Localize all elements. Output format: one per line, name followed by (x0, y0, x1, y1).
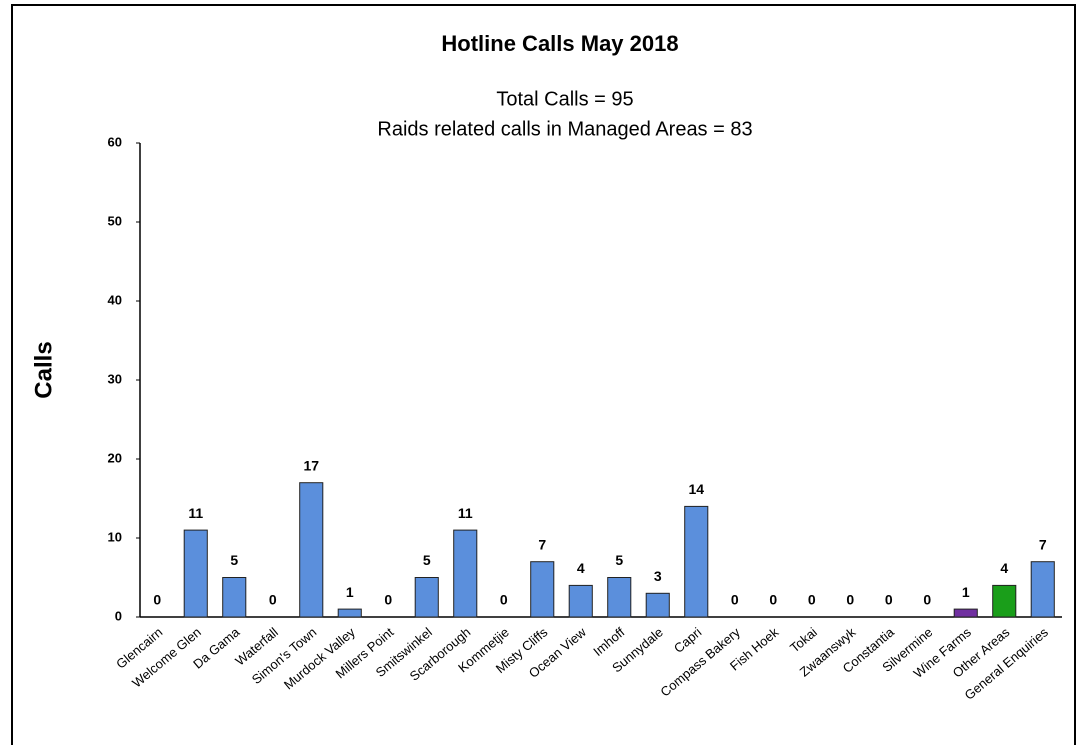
x-tick-label: Capri (671, 624, 705, 656)
bar (222, 577, 247, 618)
bar (1030, 561, 1055, 618)
data-label: 4 (577, 560, 585, 576)
data-label: 0 (269, 592, 277, 608)
bar (299, 482, 324, 618)
x-tick-label: Tokai (787, 624, 820, 655)
y-tick-label: 40 (108, 292, 122, 307)
bar (992, 584, 1017, 618)
data-label: 17 (303, 457, 319, 473)
data-label: 11 (458, 505, 473, 521)
data-label: 5 (615, 552, 623, 568)
data-label: 11 (188, 505, 203, 521)
y-tick-label: 10 (108, 529, 122, 544)
data-label: 5 (423, 552, 431, 568)
bar (568, 584, 593, 618)
data-label: 0 (384, 592, 392, 608)
data-label: 0 (923, 592, 931, 608)
data-label: 7 (1039, 536, 1047, 552)
bar (645, 592, 670, 618)
data-label: 5 (230, 552, 238, 568)
data-label: 0 (808, 592, 816, 608)
bar (684, 505, 709, 618)
y-tick-label: 50 (108, 213, 122, 228)
data-label: 0 (769, 592, 777, 608)
data-label: 0 (153, 592, 161, 608)
y-tick-label: 60 (108, 134, 122, 149)
chart-frame (11, 4, 1076, 745)
data-label: 3 (654, 568, 662, 584)
data-label: 0 (885, 592, 893, 608)
y-tick-label: 30 (108, 371, 122, 386)
bar (530, 561, 555, 618)
data-label: 1 (962, 584, 970, 600)
data-label: 0 (731, 592, 739, 608)
data-label: 4 (1000, 560, 1008, 576)
data-label: 7 (538, 536, 546, 552)
chart-subtitle: Raids related calls in Managed Areas = 8… (377, 118, 752, 140)
y-axis-label: Calls (30, 341, 57, 398)
bar (607, 577, 632, 618)
data-label: 0 (500, 592, 508, 608)
chart-title: Hotline Calls May 2018 (441, 31, 678, 56)
bar (414, 577, 439, 618)
data-label: 1 (346, 584, 354, 600)
data-label: 14 (688, 481, 704, 497)
bar (337, 608, 362, 618)
y-tick-label: 20 (108, 450, 122, 465)
bar (183, 529, 208, 618)
data-label: 0 (846, 592, 854, 608)
chart-subtitle: Total Calls = 95 (496, 88, 633, 110)
bar (953, 608, 978, 618)
y-tick-label: 0 (115, 608, 122, 623)
bar (453, 529, 478, 618)
